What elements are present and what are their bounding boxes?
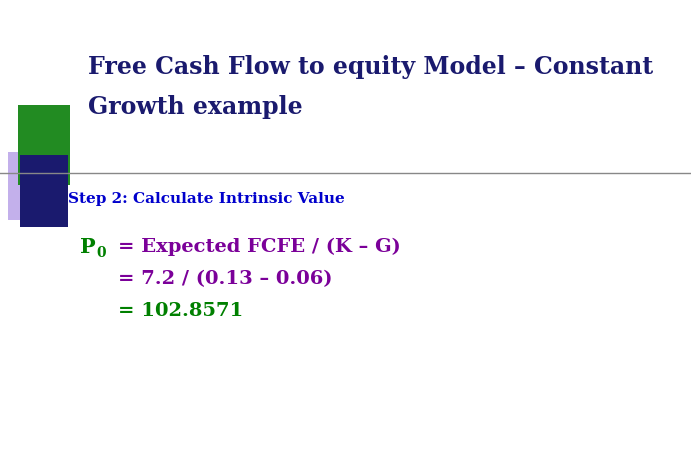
Text: Step 2: Calculate Intrinsic Value: Step 2: Calculate Intrinsic Value: [68, 192, 345, 206]
Bar: [18, 105, 70, 185]
Text: = Expected FCFE / (K – G): = Expected FCFE / (K – G): [118, 238, 401, 256]
Bar: [8, 152, 56, 220]
Text: = 7.2 / (0.13 – 0.06): = 7.2 / (0.13 – 0.06): [118, 270, 332, 288]
Text: = 102.8571: = 102.8571: [118, 302, 243, 320]
Text: P: P: [80, 237, 95, 257]
Text: 0: 0: [96, 246, 106, 260]
Text: Free Cash Flow to equity Model – Constant: Free Cash Flow to equity Model – Constan…: [88, 55, 653, 79]
Text: Growth example: Growth example: [88, 95, 303, 119]
Bar: [20, 155, 68, 227]
